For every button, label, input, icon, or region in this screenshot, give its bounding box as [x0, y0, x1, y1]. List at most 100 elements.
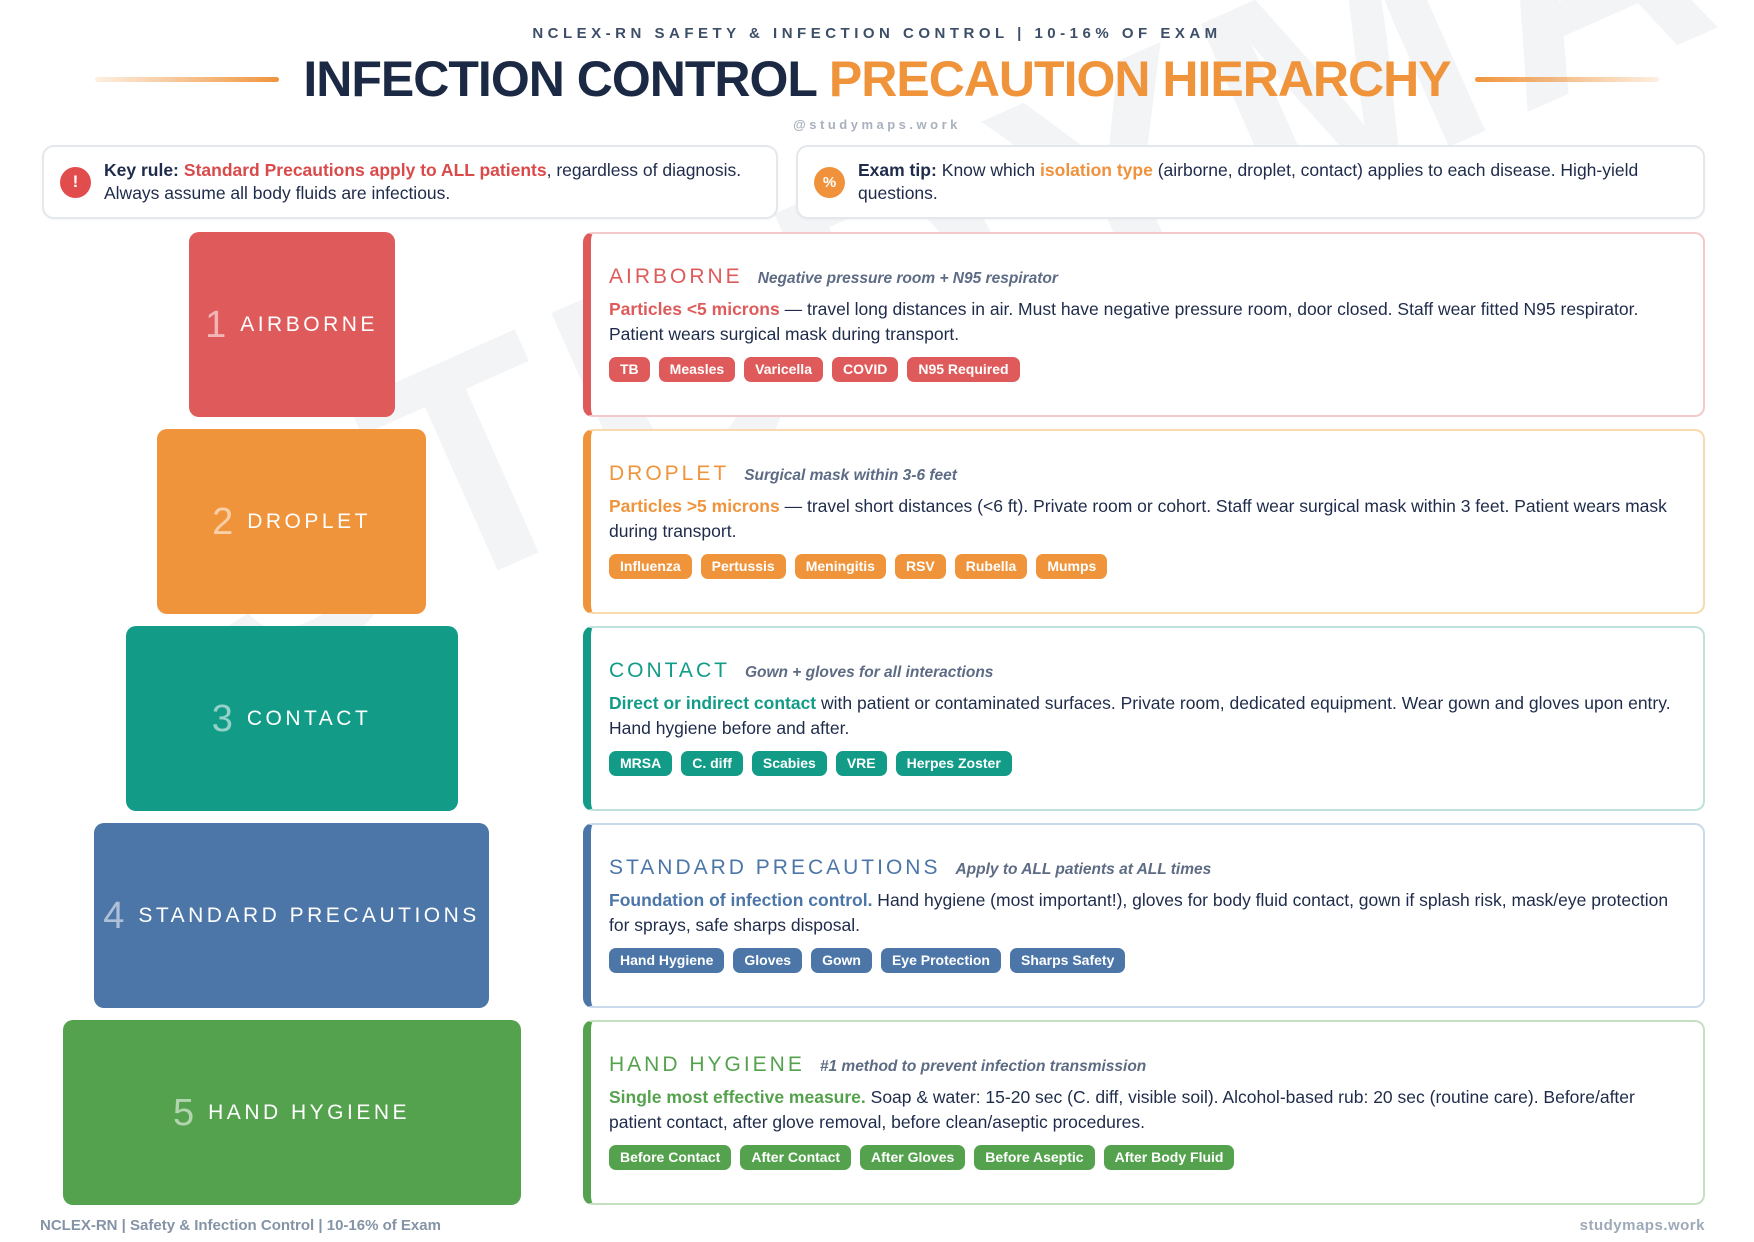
precaution-card-airborne: AIRBORNE Negative pressure room + N95 re… — [583, 232, 1705, 418]
card-body: Particles <5 microns — travel long dista… — [609, 297, 1681, 346]
tag-pill: Rubella — [954, 554, 1028, 580]
pyramid-block-airborne: 1 AIRBORNE — [188, 232, 395, 418]
block-label: AIRBORNE — [240, 312, 378, 336]
key-rule-lead: Key rule: — [104, 160, 179, 180]
block-number: 4 — [103, 894, 125, 937]
tag-pill: Before Contact — [609, 1145, 732, 1171]
card-lead: Direct or indirect contact — [609, 693, 817, 714]
title-rule-left — [95, 76, 280, 82]
tag-pill: Mumps — [1036, 554, 1108, 580]
tag-list: Before Contact After Contact After Gloves B… — [609, 1145, 1681, 1171]
title-primary: INFECTION CONTROL — [303, 51, 829, 107]
tag-pill: Hand Hygiene — [609, 948, 725, 974]
block-label: HAND HYGIENE — [208, 1100, 410, 1124]
card-body-text: Soap & water: 15-20 sec (C. diff, visibl… — [609, 1087, 1635, 1132]
card-lead: Foundation of infection control. — [609, 890, 873, 911]
card-lead: Particles >5 microns — [609, 496, 780, 517]
card-lead: Particles <5 microns — [609, 299, 780, 320]
tag-list: MRSA C. diff Scabies VRE Herpes Zoster — [609, 751, 1681, 777]
exam-tip-rest: (airborne, droplet, contact) applies to … — [858, 160, 1639, 204]
tag-pill: RSV — [894, 554, 946, 580]
tag-pill: Pertussis — [700, 554, 786, 580]
tag-pill: Gown — [811, 948, 872, 974]
pyramid-block-contact: 3 CONTACT — [125, 626, 458, 812]
card-body-text: — travel short distances (<6 ft). Privat… — [609, 496, 1667, 541]
block-number: 1 — [205, 303, 227, 346]
tag-pill: Eye Protection — [880, 948, 1001, 974]
tag-pill: COVID — [831, 357, 899, 383]
tag-pill: After Gloves — [860, 1145, 966, 1171]
author-handle: @studymaps.work — [793, 117, 961, 132]
card-body-text: Hand hygiene (most important!), gloves f… — [609, 890, 1669, 935]
pyramid-block-droplet: 2 DROPLET — [157, 429, 426, 615]
tag-pill: VRE — [835, 751, 887, 777]
card-title: DROPLET — [609, 462, 730, 486]
exam-tip-text: Exam tip: Know which isolation type (airb… — [858, 159, 1687, 205]
footer: NCLEX-RN | Safety & Infection Control | … — [40, 1217, 1705, 1234]
page-title: INFECTION CONTROL PRECAUTION HIERARCHY — [303, 50, 1452, 108]
card-title: HAND HYGIENE — [609, 1053, 805, 1077]
tag-pill: Varicella — [744, 357, 823, 383]
tag-pill: Measles — [658, 357, 736, 383]
title-rule-right — [1474, 76, 1659, 82]
key-rule-highlight: Standard Precautions apply to ALL patien… — [183, 160, 547, 180]
exam-tip-pre: Know which — [941, 160, 1041, 180]
tag-pill: Before Aseptic — [974, 1145, 1095, 1171]
tag-pill: After Contact — [740, 1145, 852, 1171]
footer-left: NCLEX-RN | Safety & Infection Control | … — [40, 1217, 441, 1235]
tag-pill: Herpes Zoster — [895, 751, 1012, 777]
alert-icon: ! — [60, 166, 91, 198]
tag-pill: Gloves — [733, 948, 803, 974]
card-title: STANDARD PRECAUTIONS — [609, 856, 941, 880]
tag-pill: Influenza — [609, 554, 692, 580]
footer-right: studymaps.work — [1579, 1217, 1705, 1235]
block-number: 5 — [173, 1091, 195, 1134]
card-subtitle: Gown + gloves for all interactions — [744, 664, 994, 682]
card-title: CONTACT — [609, 659, 730, 683]
precaution-card-standard-precautions: STANDARD PRECAUTIONS Apply to ALL patien… — [583, 823, 1705, 1009]
tag-pill: C. diff — [681, 751, 743, 777]
card-body: Direct or indirect contact with patient … — [609, 691, 1681, 740]
card-body-text: with patient or contaminated surfaces. P… — [609, 693, 1671, 738]
exam-tip-lead: Exam tip: — [858, 160, 937, 180]
callout-key-rule: ! Key rule: Standard Precautions apply to… — [42, 145, 778, 220]
title-row: INFECTION CONTROL PRECAUTION HIERARCHY — [0, 50, 1754, 108]
card-subtitle: Negative pressure room + N95 respirator — [757, 270, 1058, 288]
block-number: 2 — [212, 500, 234, 543]
card-body-text: — travel long distances in air. Must hav… — [609, 299, 1639, 344]
exam-tip-highlight: isolation type — [1040, 160, 1153, 180]
precaution-pyramid: 1 AIRBORNE 2 DROPLET 3 CONTACT 4 STANDARD PR… — [0, 232, 583, 1206]
block-label: STANDARD PRECAUTIONS — [138, 903, 480, 927]
card-body: Single most effective measure. Soap & wa… — [609, 1085, 1681, 1134]
tag-list: Influenza Pertussis Meningitis RSV Rubella Mu… — [609, 554, 1681, 580]
card-lead: Single most effective measure. — [609, 1087, 866, 1108]
tag-pill: MRSA — [609, 751, 673, 777]
precaution-cards: AIRBORNE Negative pressure room + N95 re… — [583, 232, 1705, 1206]
tag-pill: N95 Required — [907, 357, 1020, 383]
percent-icon: % — [814, 166, 845, 198]
precaution-card-contact: CONTACT Gown + gloves for all interactio… — [583, 626, 1705, 812]
precaution-card-droplet: DROPLET Surgical mask within 3-6 feet Pa… — [583, 429, 1705, 615]
kicker-text: NCLEX-RN SAFETY & INFECTION CONTROL | 10… — [532, 25, 1222, 42]
callout-row: ! Key rule: Standard Precautions apply to… — [42, 145, 1705, 220]
card-title: AIRBORNE — [609, 265, 743, 289]
pyramid-block-hand-hygiene: 5 HAND HYGIENE — [62, 1020, 521, 1206]
key-rule-rest: , regardless of diagnosis. Always assume… — [104, 160, 742, 204]
tag-pill: Scabies — [751, 751, 827, 777]
block-label: CONTACT — [246, 706, 372, 730]
block-label: DROPLET — [247, 509, 371, 533]
tag-pill: Sharps Safety — [1009, 948, 1126, 974]
precaution-card-hand-hygiene: HAND HYGIENE #1 method to prevent infect… — [583, 1020, 1705, 1206]
card-subtitle: #1 method to prevent infection transmiss… — [819, 1058, 1147, 1076]
card-subtitle: Apply to ALL patients at ALL times — [955, 861, 1212, 879]
tag-list: Hand Hygiene Gloves Gown Eye Protection Shar… — [609, 948, 1681, 974]
tag-pill: Meningitis — [794, 554, 886, 580]
card-body: Particles >5 microns — travel short dist… — [609, 494, 1681, 543]
title-accent: PRECAUTION HIERARCHY — [828, 51, 1452, 107]
tag-pill: After Body Fluid — [1103, 1145, 1235, 1171]
tag-list: TB Measles Varicella COVID N95 Required — [609, 357, 1681, 383]
main-content: 1 AIRBORNE 2 DROPLET 3 CONTACT 4 STANDARD PR… — [0, 232, 1754, 1206]
pyramid-block-standard-precautions: 4 STANDARD PRECAUTIONS — [94, 823, 489, 1009]
key-rule-text: Key rule: Standard Precautions apply to A… — [104, 159, 760, 205]
